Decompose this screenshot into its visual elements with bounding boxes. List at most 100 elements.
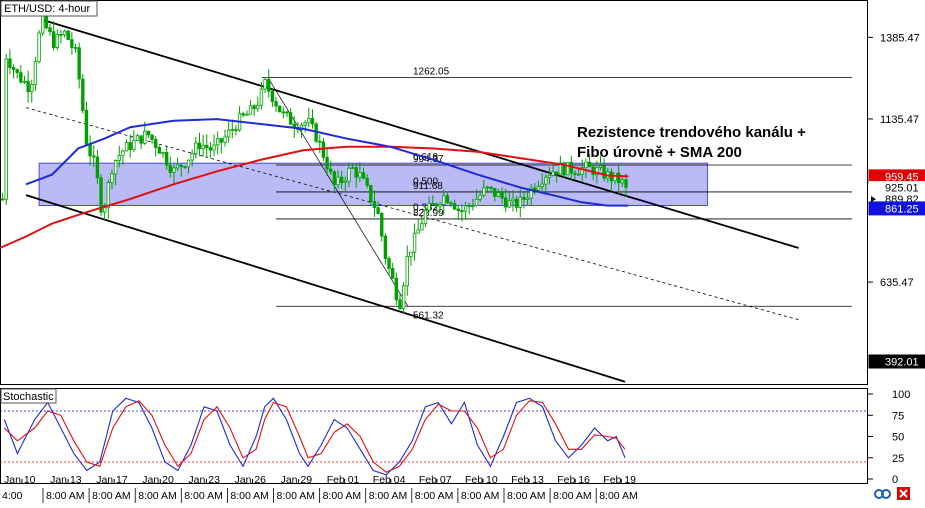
channel-lower-line [25,194,626,383]
candle-body [478,194,482,200]
time-label: 8:00 AM [46,490,85,502]
candle-body [51,31,56,48]
candle-body [365,177,369,186]
candle-body [241,113,245,116]
candle-body [544,176,548,185]
candle-body [325,156,329,170]
date-label: Feb 07 [419,474,452,486]
candle-body [503,197,508,208]
current-price-marker-icon [871,196,876,203]
channel-upper-line [41,18,799,249]
price-tick-label: 635.47 [880,277,914,289]
candle-body [398,299,402,310]
candle-body [106,182,111,209]
candle-body [132,139,136,150]
candle-body [380,213,384,237]
candle-body [234,129,238,131]
candle-body [310,118,315,125]
candle-body [8,58,12,68]
candle-body [121,150,125,157]
date-label: Feb 16 [557,474,590,486]
candle-body [143,130,147,144]
time-label: 8:00 AM [461,490,500,502]
close-icon[interactable] [897,487,910,500]
candle-body [303,122,307,126]
candle-body [70,39,74,48]
candle-body [434,203,439,207]
candle-body [489,186,493,189]
candle-body [88,143,92,157]
candle-body [547,174,552,178]
candle-body [354,167,358,178]
date-label: Feb 10 [465,474,498,486]
candle-body [613,172,617,182]
candle-body [48,27,52,33]
candle-body [500,192,504,199]
candle-body [0,198,5,201]
candle-body [420,223,424,231]
candle-body [409,251,413,257]
stochastic-d-line [3,400,626,473]
symbol-label-box [0,0,98,17]
resistance-zone [38,162,708,206]
time-label: 4:00 [2,490,23,502]
time-label: 8:00 AM [138,490,177,502]
candle-body [390,268,395,279]
candle-body [358,172,362,178]
candle-body [73,47,78,49]
price-badge-label: 925.01 [885,183,919,195]
stochastic-tick-label: 75 [892,410,904,422]
time-label: 8:00 AM [553,490,592,502]
time-label: 8:00 AM [507,490,546,502]
candle-body [318,140,322,143]
candle-body [394,277,399,301]
candle-body [248,105,253,115]
candle-body [452,203,457,210]
candle-body [19,72,23,83]
candle-body [387,258,391,269]
candle-body [172,167,176,173]
price-badge [869,181,925,195]
candle-body [463,205,468,212]
candle-body [536,186,541,191]
candle-body [332,171,337,186]
candle-body [113,160,118,175]
sma-blue-line [25,118,629,207]
fib-label: 561.32 [413,310,444,321]
candle-body [263,79,267,90]
time-label: 8:00 AM [599,490,638,502]
candle-body [259,88,264,106]
candle-body [307,118,311,124]
candle-body [412,232,417,253]
candle-body [62,30,67,36]
fib-label: 828.99 [413,208,444,219]
date-label: Jan 23 [188,474,220,486]
candle-body [617,172,621,184]
candle-body [44,14,49,29]
sma-200-line [0,145,629,249]
candle-body [37,32,41,62]
candle-body [267,79,271,92]
candle-body [555,171,559,175]
date-label: Jan 29 [281,474,313,486]
fib-label: 1262.05 [413,67,450,78]
candle-body [201,144,205,150]
candle-body [551,171,555,176]
candle-body [197,142,202,150]
candle-body [350,167,355,169]
candle-body [442,195,446,205]
candle-body [135,135,140,141]
candle-body [369,185,373,202]
date-label: Jan 26 [235,474,267,486]
stochastic-tick-label: 0 [892,474,898,486]
stochastic-tick-label: 100 [892,389,910,401]
price-tick-label: 1135.47 [880,114,919,126]
candle-body [256,104,260,110]
candle-body [245,113,249,116]
candle-body [431,202,435,205]
date-label: Feb 04 [373,474,406,486]
candle-body [507,200,512,208]
candle-body [55,33,59,48]
candle-body [95,156,100,179]
